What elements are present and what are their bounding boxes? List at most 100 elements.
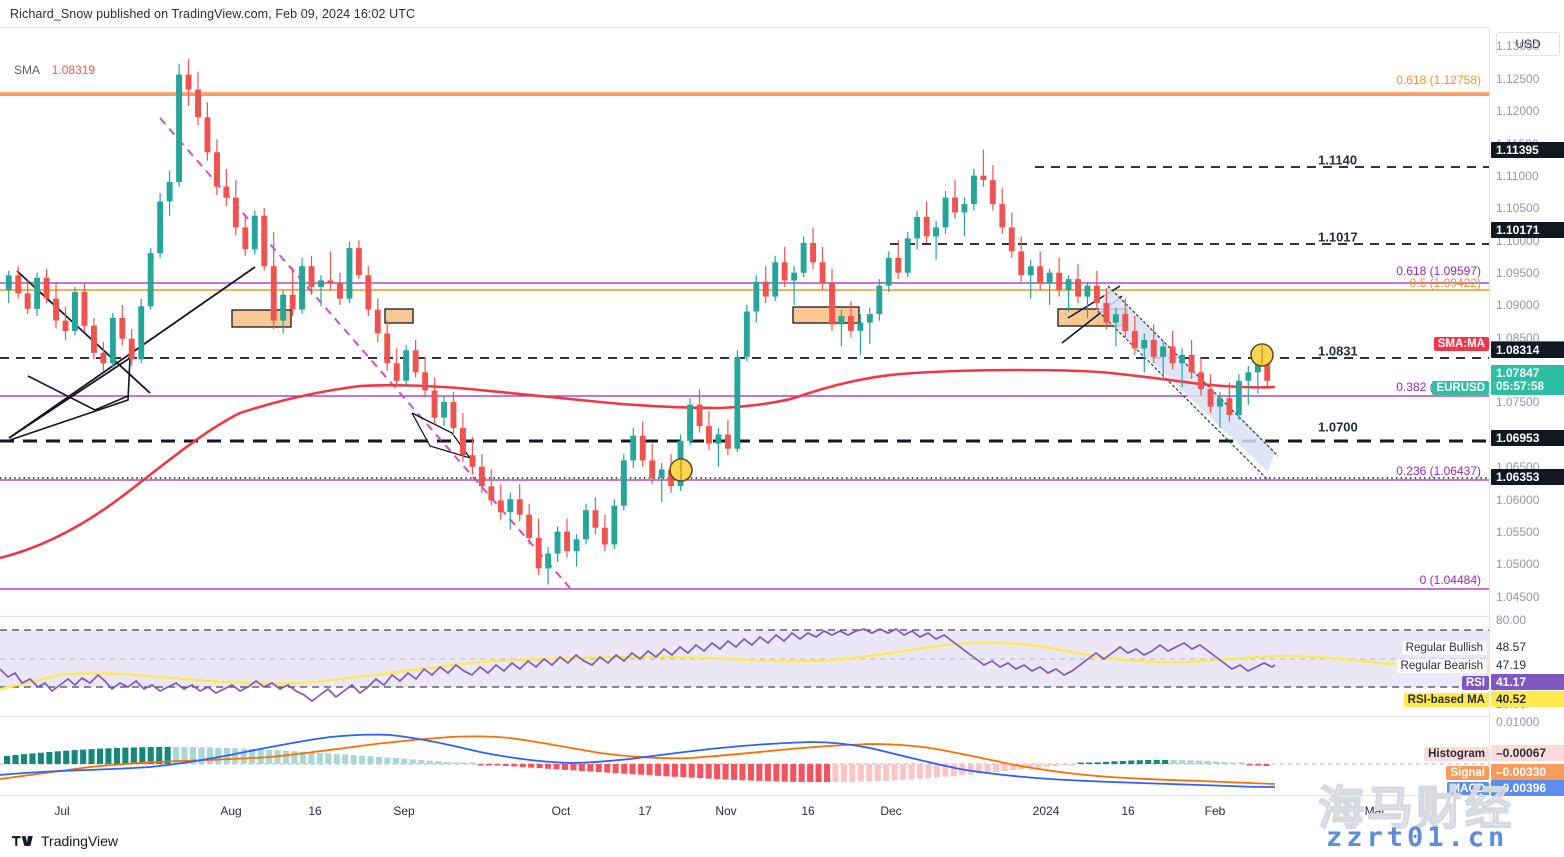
candle-body (885, 257, 892, 286)
badge-high-level: 1.11395 (1491, 142, 1564, 159)
rsi-ma-tag: RSI-based MA (1403, 693, 1489, 707)
macd-bar (130, 747, 137, 764)
candle-body (639, 435, 646, 461)
macd-bar (570, 764, 577, 771)
candle-body (119, 318, 126, 339)
macd-bar (1111, 761, 1118, 764)
candle-body (601, 527, 608, 545)
time-axis[interactable]: Jul Aug 16 Sep Oct 17 Nov 16 Dec 2024 16 Feb Mar (0, 795, 1489, 825)
macd-bar (443, 761, 450, 764)
macd-bar (113, 747, 120, 764)
macd-bar (900, 764, 907, 780)
time-tick: 16 (1121, 804, 1135, 818)
candle-body (34, 277, 41, 309)
macd-bar (1060, 764, 1067, 766)
candle-body (289, 294, 296, 310)
candle-body (971, 175, 977, 205)
macd-bar (460, 762, 467, 764)
macd-bar (468, 762, 475, 764)
macd-bar (1195, 760, 1202, 764)
macd-bar (638, 764, 645, 775)
candle-body (753, 281, 760, 312)
fib-label-0236: 0.236 (1.06437) (1396, 464, 1481, 478)
candle-body (1112, 314, 1119, 323)
time-tick: Mar (1364, 804, 1386, 818)
macd-bar (688, 764, 695, 778)
price-tick: 1.05500 (1496, 524, 1540, 539)
macd-bar (401, 758, 408, 764)
macd-bar (1052, 764, 1059, 766)
macd-bar (350, 755, 357, 764)
candle-body (649, 460, 656, 478)
time-tick: 2024 (1032, 804, 1060, 818)
price-tick: 1.12500 (1496, 71, 1540, 86)
macd-line-badge: –0.00396 (1491, 780, 1564, 796)
candle-body (365, 275, 372, 310)
candle-body (1160, 346, 1167, 357)
candle-body (308, 266, 315, 287)
macd-bar (54, 751, 61, 764)
candle-body (422, 372, 429, 391)
macd-bar (1009, 764, 1016, 771)
macd-bar (418, 760, 425, 764)
candle-body (1245, 372, 1252, 381)
candle-body (1008, 227, 1015, 252)
price-axis[interactable]: USD 1.130001.125001.120001.115001.110001… (1489, 27, 1564, 825)
candle-body (989, 180, 996, 204)
macd-bar (71, 750, 78, 764)
macd-bar (671, 764, 678, 777)
candle-body (545, 553, 552, 569)
macd-bar (1263, 764, 1270, 766)
macd-bar (747, 764, 754, 781)
candle-body (251, 215, 258, 250)
macd-bar (697, 764, 704, 779)
time-tick: Feb (1204, 804, 1226, 818)
rsi-pane[interactable]: RSI 41.17 40.52 0 0 0 0 0 0 Regular Bull… (0, 616, 1489, 716)
candle-body (507, 499, 514, 513)
price-tick: 1.09000 (1496, 298, 1540, 313)
macd-bar (435, 761, 442, 764)
candle-body (564, 531, 570, 551)
macd-signal-tag: Signal (1446, 766, 1489, 780)
macd-bar (1229, 762, 1236, 764)
macd-bar (1145, 760, 1152, 764)
macd-bar (477, 764, 484, 766)
macd-bar (545, 764, 552, 769)
macd-bar (984, 764, 991, 773)
fib-label-0618: 0.618 (1.09597) (1396, 264, 1481, 278)
candle-body (1264, 363, 1271, 381)
candle-body (743, 311, 750, 357)
macd-bar (359, 755, 366, 764)
price-tick: 1.05000 (1496, 557, 1540, 572)
magenta-trendline (159, 117, 571, 589)
macd-bar (384, 757, 391, 764)
macd-bar (739, 764, 746, 781)
candle-body (1207, 389, 1214, 407)
macd-bar (1128, 760, 1135, 764)
candle-body (791, 272, 798, 281)
rsi-regular-bearish-value: 47.19 (1496, 658, 1527, 672)
macd-bar (249, 748, 256, 764)
macd-bar (663, 764, 670, 777)
candle-body (1198, 372, 1204, 390)
macd-line (0, 733, 1276, 788)
tradingview-logo[interactable]: TradingView (12, 833, 118, 849)
candle-body (242, 227, 249, 250)
macd-bar (824, 764, 831, 783)
time-tick: 16 (801, 804, 815, 818)
fib-label-05: 0.5 (1.09422) (1409, 276, 1481, 290)
black-wedge-left (27, 375, 129, 411)
macd-bar (198, 747, 205, 764)
candle-body (299, 266, 305, 310)
candle-body (280, 294, 287, 321)
macd-bar (88, 749, 95, 764)
price-chart-svg (0, 59, 1489, 590)
macd-bar (29, 753, 36, 764)
publication-header: Richard_Snow published on TradingView.co… (0, 0, 1564, 27)
macd-pane[interactable]: MACD –0.00067 –0.00396 –0.00330 Histogra… (0, 716, 1489, 796)
price-pane[interactable]: SMA 1.08319 1.1140 1.1017 1.0831 1.0700 … (0, 27, 1489, 616)
macd-bar (950, 764, 957, 777)
macd-bar (798, 764, 805, 782)
currency-badge[interactable]: USD (1496, 32, 1560, 56)
macd-bar (857, 764, 864, 782)
